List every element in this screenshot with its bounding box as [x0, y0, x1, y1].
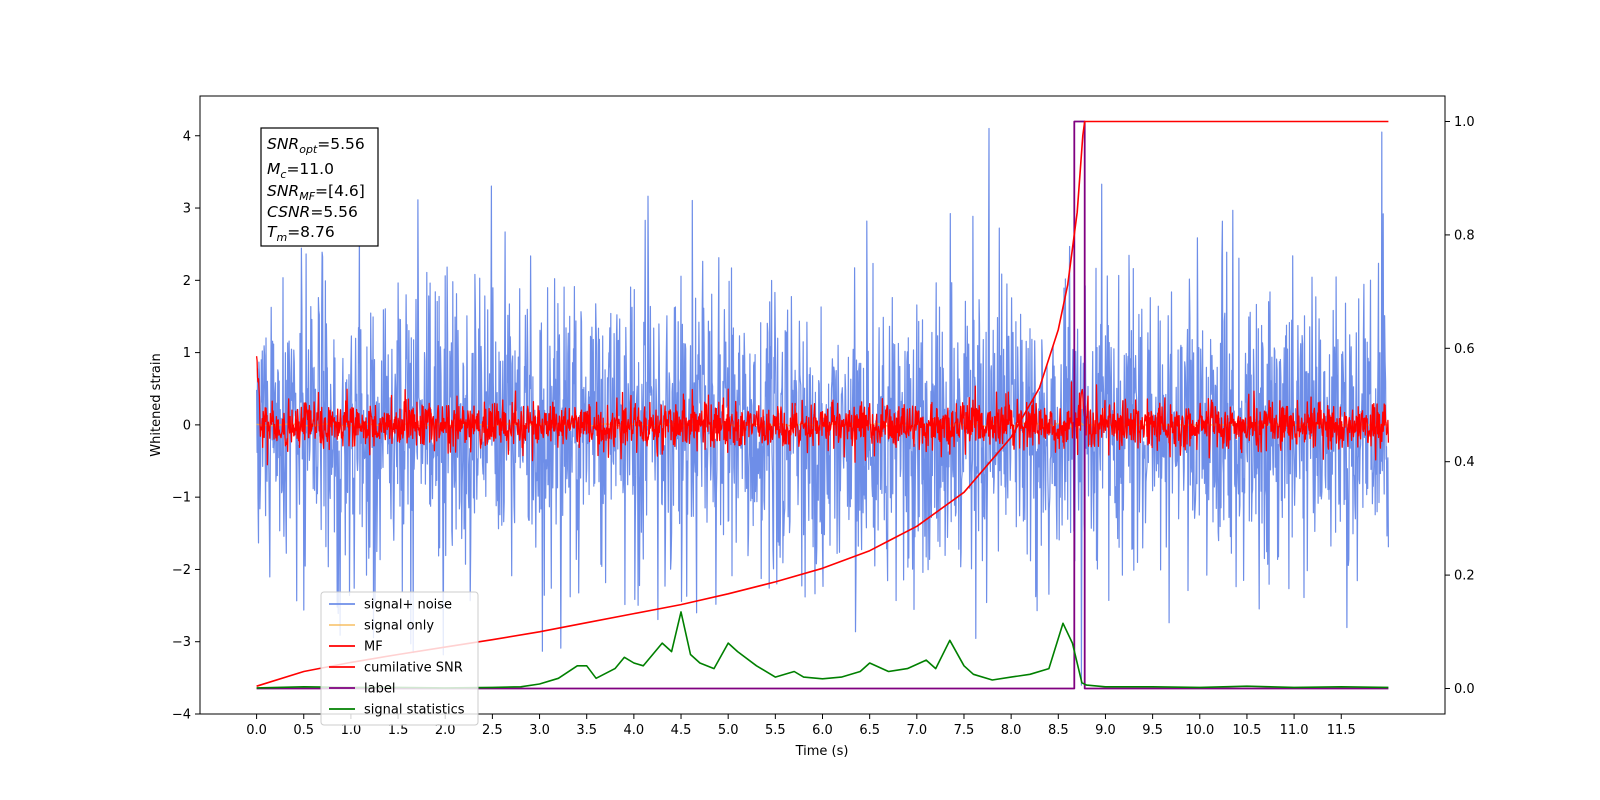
x-tick-label: 2.5: [482, 723, 503, 738]
x-tick-label: 5.5: [765, 723, 786, 738]
legend-label: MF: [364, 640, 383, 655]
y-axis-title: Whitened strain: [149, 353, 164, 456]
annotation-snr-opt: SNRopt=5.56: [267, 135, 365, 156]
annotation-snr-mf: SNRMF=[4.6]: [267, 182, 365, 203]
legend-label: cumilative SNR: [364, 661, 463, 676]
x-tick-label: 0.5: [293, 723, 314, 738]
y-tick-label: −1: [172, 491, 191, 506]
y-tick-label: −3: [172, 635, 191, 650]
y2-tick-label: 0.0: [1454, 682, 1475, 697]
y-tick-label: −2: [172, 563, 191, 578]
x-tick-label: 7.0: [906, 723, 927, 738]
x-tick-label: 4.5: [671, 723, 692, 738]
x-tick-label: 3.0: [529, 723, 550, 738]
y-tick-label: 4: [183, 129, 191, 144]
legend: signal+ noise signal only MF cumilative SNR…: [320, 591, 479, 726]
y-tick-label: 0: [183, 418, 191, 433]
x-tick-label: 6.5: [859, 723, 880, 738]
y-tick-label: 2: [183, 274, 191, 289]
x-tick-label: 8.0: [1001, 723, 1022, 738]
x-tick-label: 9.0: [1095, 723, 1116, 738]
y-tick-label: 3: [183, 202, 191, 217]
legend-label: label: [364, 682, 395, 697]
legend-label: signal statistics: [364, 703, 465, 718]
y-tick-label: −4: [172, 708, 191, 723]
y2-tick-label: 0.2: [1454, 569, 1475, 584]
x-tick-label: 2.0: [435, 723, 456, 738]
annotation-box: SNRopt=5.56 Mc=11.0 SNRMF=[4.6] CSNR=5.5…: [260, 127, 379, 247]
x-tick-label: 9.5: [1142, 723, 1163, 738]
legend-label: signal only: [364, 619, 434, 634]
annotation-csnr: CSNR=5.56: [267, 203, 358, 221]
legend-label: signal+ noise: [364, 598, 452, 613]
y2-tick-label: 0.6: [1454, 342, 1475, 357]
y-axis: −4 −3 −2 −1 0 1 2 3 4: [172, 129, 200, 723]
x-axis: 0.0 0.5 1.0 1.5 2.0 2.5 3.0 3.5 4.0 4.5 5.0 5.5 6.0 6…: [246, 714, 1356, 738]
x-tick-label: 7.5: [954, 723, 975, 738]
x-tick-label: 3.5: [576, 723, 597, 738]
annotation-tm: Tm=8.76: [267, 223, 335, 244]
x-tick-label: 10.0: [1185, 723, 1214, 738]
x-tick-label: 5.0: [718, 723, 739, 738]
y2-tick-label: 0.8: [1454, 228, 1475, 243]
y2-axis: 0.0 0.2 0.4 0.6 0.8 1.0: [1445, 115, 1475, 697]
series-mf: [255, 356, 1390, 466]
x-tick-label: 8.5: [1048, 723, 1069, 738]
series-signal-statistics: [256, 611, 1389, 689]
x-tick-label: 11.0: [1280, 723, 1309, 738]
series-label: [256, 120, 1389, 690]
annotation-mc: Mc=11.0: [267, 160, 334, 181]
x-tick-label: 4.0: [624, 723, 645, 738]
x-tick-label: 0.0: [246, 723, 267, 738]
x-tick-label: 6.0: [812, 723, 833, 738]
x-axis-title: Time (s): [795, 744, 849, 759]
y2-tick-label: 1.0: [1454, 115, 1475, 130]
x-tick-label: 1.0: [341, 723, 362, 738]
y-tick-label: 1: [183, 346, 191, 361]
x-tick-label: 10.5: [1232, 723, 1261, 738]
legend-box: [320, 591, 479, 726]
x-tick-label: 1.5: [388, 723, 409, 738]
y2-tick-label: 0.4: [1454, 455, 1475, 470]
x-tick-label: 11.5: [1327, 723, 1356, 738]
